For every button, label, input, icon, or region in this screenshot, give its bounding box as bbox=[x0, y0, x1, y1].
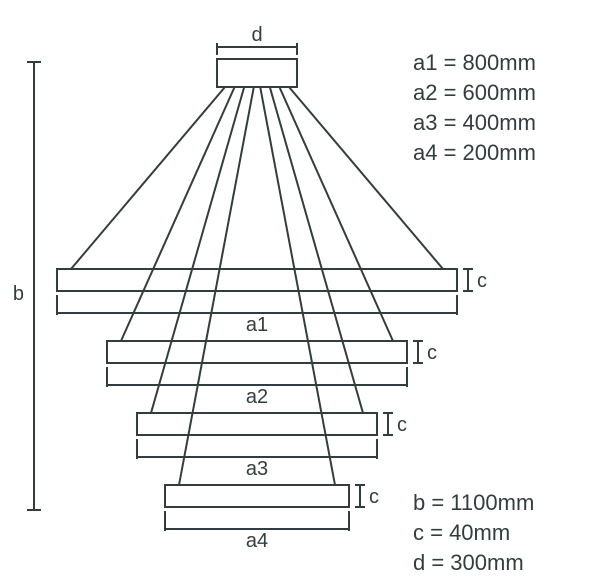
svg-text:a3 = 400mm: a3 = 400mm bbox=[413, 110, 536, 135]
svg-text:d: d bbox=[251, 24, 262, 46]
svg-text:a3: a3 bbox=[246, 458, 268, 480]
svg-text:c: c bbox=[397, 414, 407, 436]
svg-text:c = 40mm: c = 40mm bbox=[413, 520, 510, 545]
svg-text:a2: a2 bbox=[246, 386, 268, 408]
svg-text:c: c bbox=[369, 486, 379, 508]
svg-text:d = 300mm: d = 300mm bbox=[413, 550, 524, 575]
svg-text:a4: a4 bbox=[246, 530, 268, 552]
svg-text:a1: a1 bbox=[246, 314, 268, 336]
svg-text:b = 1100mm: b = 1100mm bbox=[413, 490, 534, 515]
dimension-diagram: d a1 c a2 c a3 c a4 c b a1 = 800mm a2 = 600mm a3 = 4… bbox=[0, 0, 600, 586]
svg-text:a2 = 600mm: a2 = 600mm bbox=[413, 80, 536, 105]
svg-text:a1 = 800mm: a1 = 800mm bbox=[413, 50, 536, 75]
svg-text:a4 = 200mm: a4 = 200mm bbox=[413, 140, 536, 165]
svg-text:c: c bbox=[477, 270, 487, 292]
svg-text:c: c bbox=[427, 342, 437, 364]
svg-text:b: b bbox=[13, 283, 24, 305]
